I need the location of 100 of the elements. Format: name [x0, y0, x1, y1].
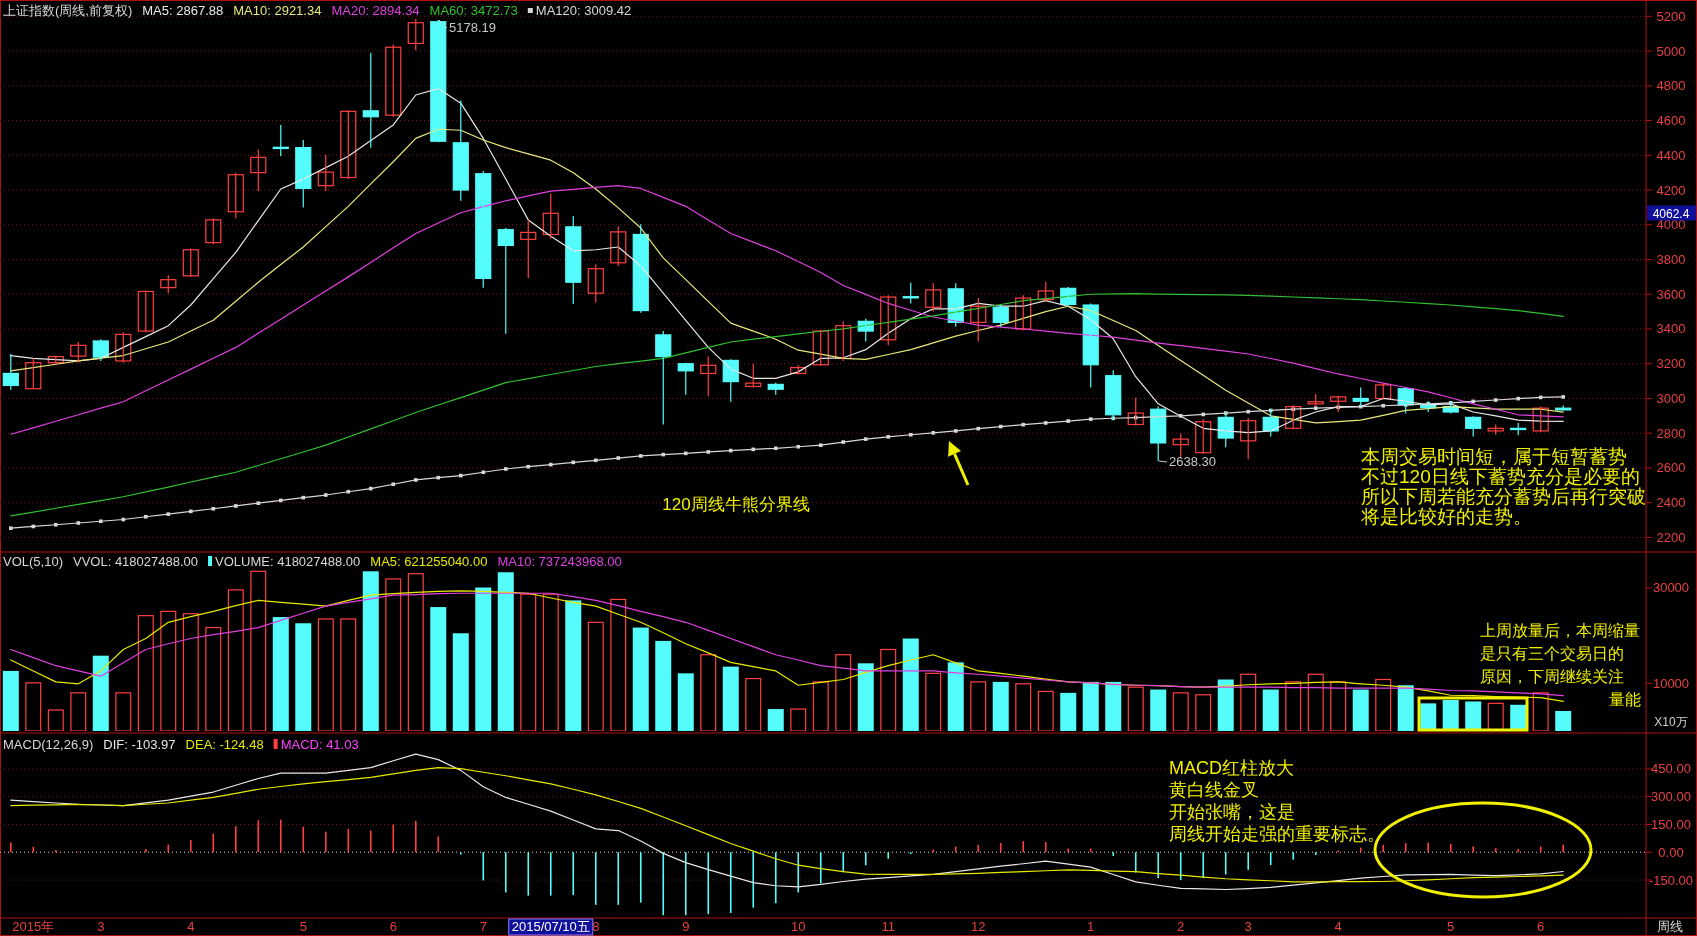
bar	[1465, 701, 1482, 731]
annotation: 上周放量后，本周缩量	[1480, 622, 1640, 639]
bar	[1217, 679, 1234, 731]
bar	[1555, 710, 1572, 731]
y-tick-label: 10000	[1652, 675, 1690, 691]
x-tick-label: 5	[1447, 919, 1455, 934]
candlestick	[992, 304, 1009, 328]
x-tick-label: 8	[592, 919, 600, 934]
bar	[1510, 704, 1527, 731]
bar	[407, 573, 424, 731]
bar	[497, 572, 514, 731]
legend-label: MA120: 3009.42	[535, 3, 632, 18]
x-tick-label: 6	[389, 919, 397, 934]
bar	[182, 613, 199, 731]
bar	[767, 709, 784, 731]
y-tick-label: 30000	[1652, 580, 1690, 596]
candlestick	[587, 263, 604, 303]
y-tick-label: 300.00	[1651, 789, 1691, 805]
bar	[947, 662, 964, 731]
x-tick-label: 2	[1177, 919, 1185, 934]
candlestick	[1532, 406, 1549, 433]
bar	[430, 607, 447, 731]
bar	[340, 618, 357, 731]
x-tick-label: 7	[479, 919, 487, 934]
bar	[1105, 681, 1122, 731]
x-tick-label: 3	[97, 919, 105, 934]
y-tick-label: 0.00	[1658, 844, 1684, 860]
y-tick-label: 2600	[1656, 460, 1686, 476]
chart-title: VOL(5,10)	[3, 554, 63, 569]
bar	[1015, 683, 1032, 731]
candlestick	[610, 225, 627, 267]
bar	[160, 610, 177, 731]
candlestick	[497, 227, 514, 335]
candlestick	[407, 18, 424, 52]
y-tick-label: 3600	[1656, 286, 1686, 302]
bar	[902, 638, 919, 731]
bar	[1397, 685, 1414, 731]
candlestick	[1127, 396, 1144, 427]
text: DIF: -103.97	[103, 737, 176, 752]
candlestick	[70, 341, 87, 364]
bar	[1352, 689, 1369, 731]
annotation: 开始张嘴，这是	[1169, 802, 1295, 822]
candlestick	[970, 297, 987, 343]
text: 周线	[1657, 919, 1683, 934]
candlestick	[632, 223, 649, 314]
candlestick	[1465, 415, 1482, 438]
y-tick-label: 4800	[1656, 78, 1686, 94]
bar	[250, 570, 267, 731]
line-series	[10, 185, 1564, 435]
x-tick-label: 4	[187, 919, 195, 934]
x-tick-label: 10	[791, 919, 806, 934]
text: DEA: -124.48	[185, 737, 264, 752]
y-tick-label: 4600	[1656, 113, 1686, 129]
x-tick-label: 2015年	[12, 919, 55, 934]
candlestick	[745, 363, 762, 389]
legend-label: VOLUME: 418027488.00	[215, 554, 361, 569]
candlestick	[362, 52, 379, 149]
bar	[1172, 692, 1189, 731]
y-tick-label: 4200	[1656, 182, 1686, 198]
bar	[452, 633, 469, 731]
text: MA60: 3472.73	[429, 3, 518, 18]
annotation: 将是比较好的走势。	[1360, 506, 1532, 527]
annotation: 2638.30	[1169, 454, 1216, 469]
bar	[1307, 673, 1324, 731]
candlestick	[92, 338, 109, 362]
bar	[1285, 681, 1302, 731]
bar	[857, 663, 874, 731]
bar	[25, 682, 42, 731]
bar	[790, 708, 807, 731]
bar	[970, 681, 987, 731]
bar	[1195, 694, 1212, 731]
annotation: 本周交易时间短，属于短暂蓄势	[1361, 446, 1627, 467]
annotation: 5178.19	[449, 20, 496, 35]
bar	[1442, 700, 1459, 731]
bar	[1150, 689, 1167, 731]
y-axis-title: X10万	[1654, 715, 1688, 729]
candlestick	[677, 362, 694, 396]
bar	[1262, 689, 1279, 731]
bar	[992, 681, 1009, 731]
y-tick-label: 2800	[1656, 425, 1686, 441]
y-tick-label: 450.00	[1651, 761, 1691, 777]
bar	[1487, 702, 1504, 731]
bar	[362, 571, 379, 731]
bar	[925, 672, 942, 731]
y-tick-label: 2200	[1656, 529, 1686, 545]
chart-title: 上证指数(周线,前复权)	[3, 3, 133, 18]
candlestick	[520, 219, 537, 279]
bar	[70, 692, 87, 731]
bar	[47, 709, 64, 731]
annotation: 周线开始走强的重要标志。	[1169, 824, 1385, 844]
bar	[1082, 681, 1099, 731]
bar	[227, 589, 244, 731]
bar	[1375, 678, 1392, 731]
bar	[655, 640, 672, 731]
bar	[520, 593, 537, 731]
bar	[587, 621, 604, 731]
candlestick	[1240, 417, 1257, 460]
text: 量能	[1609, 691, 1641, 708]
x-tick-label: 1	[1087, 919, 1095, 934]
bar	[295, 623, 312, 731]
